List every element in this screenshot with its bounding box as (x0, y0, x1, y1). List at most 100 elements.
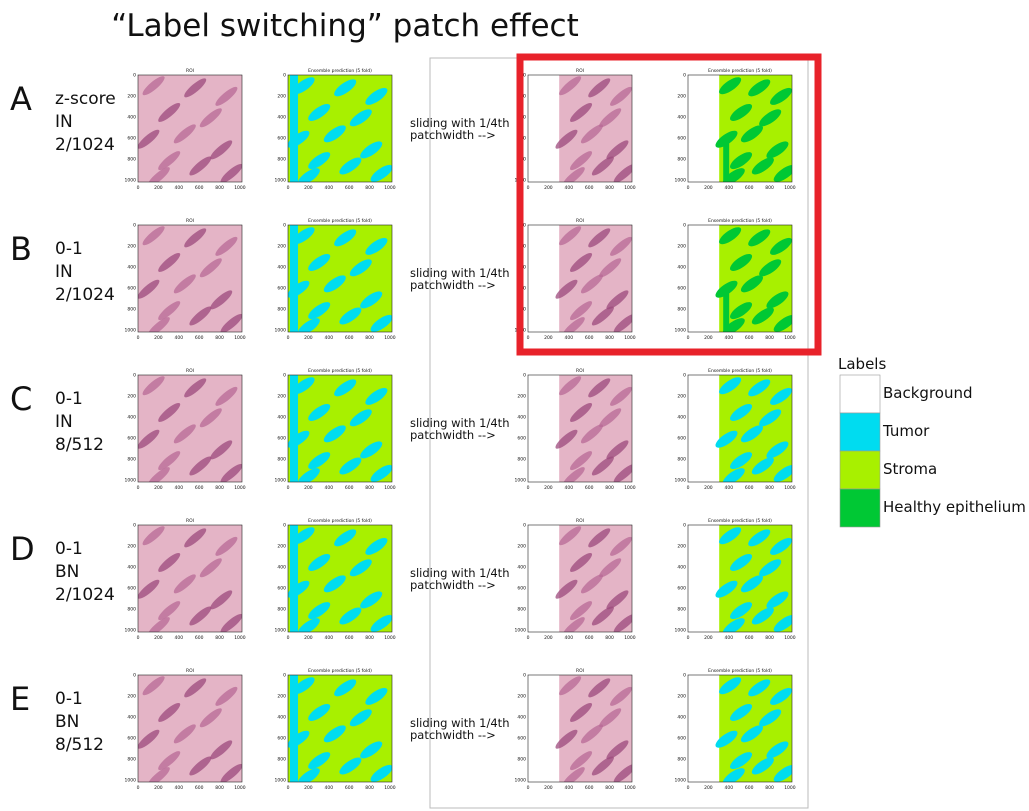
y-tick-label: 0 (523, 673, 526, 679)
x-tick-label: 400 (564, 785, 573, 791)
x-tick-label: 200 (304, 485, 313, 491)
prediction-panel: Ensemble prediction (5 fold)002002004004… (275, 668, 396, 791)
x-tick-label: 1000 (784, 185, 796, 191)
panel-title: ROI (186, 368, 194, 374)
panel-title: ROI (186, 518, 194, 524)
panel-title: Ensemble prediction (5 fold) (708, 668, 772, 674)
x-tick-label: 0 (687, 485, 690, 491)
panel-title: Ensemble prediction (5 fold) (308, 68, 372, 74)
row-config: 0-1 (55, 539, 83, 559)
legend-swatch (840, 451, 880, 489)
x-tick-label: 400 (724, 485, 733, 491)
x-tick-label: 0 (527, 185, 530, 191)
y-tick-label: 200 (677, 693, 686, 699)
y-tick-label: 800 (127, 756, 136, 762)
x-tick-label: 800 (365, 485, 374, 491)
row-config: 2/1024 (55, 285, 115, 305)
y-tick-label: 0 (683, 223, 686, 229)
x-tick-label: 1000 (384, 185, 396, 191)
x-tick-label: 200 (304, 635, 313, 641)
y-tick-label: 400 (277, 264, 286, 270)
x-tick-label: 800 (605, 185, 614, 191)
x-tick-label: 0 (527, 785, 530, 791)
image (553, 74, 638, 189)
image (135, 224, 245, 339)
x-tick-label: 200 (154, 635, 163, 641)
y-tick-label: 800 (277, 456, 286, 462)
y-tick-label: 800 (277, 756, 286, 762)
y-tick-label: 800 (677, 306, 686, 312)
roi-panel: ROI0020020040040060060080080010001000 (125, 218, 246, 341)
x-tick-label: 600 (345, 785, 354, 791)
x-tick-label: 1000 (234, 335, 246, 341)
x-tick-label: 200 (304, 185, 313, 191)
image (135, 674, 245, 789)
x-tick-label: 600 (745, 335, 754, 341)
y-tick-label: 800 (277, 606, 286, 612)
row-caption: patchwidth --> (410, 128, 496, 142)
y-tick-label: 800 (277, 306, 286, 312)
x-tick-label: 400 (724, 185, 733, 191)
y-tick-label: 1000 (275, 327, 287, 333)
y-tick-label: 200 (677, 543, 686, 549)
y-tick-label: 600 (677, 285, 686, 291)
roi-panel: ROI0020020040040060060080080010001000 (515, 68, 638, 191)
legend-label: Healthy epithelium (883, 498, 1026, 516)
legend-label: Stroma (883, 460, 937, 478)
y-tick-label: 400 (127, 714, 136, 720)
x-tick-label: 600 (195, 785, 204, 791)
y-tick-label: 600 (127, 735, 136, 741)
x-tick-label: 200 (704, 785, 713, 791)
y-tick-label: 1000 (515, 477, 527, 483)
y-tick-label: 200 (127, 93, 136, 99)
x-tick-label: 600 (745, 635, 754, 641)
x-tick-label: 800 (765, 185, 774, 191)
x-tick-label: 600 (745, 185, 754, 191)
legend-label: Tumor (882, 422, 930, 440)
roi-panel: ROI0020020040040060060080080010001000 (125, 68, 246, 191)
legend-swatch (840, 375, 880, 413)
y-tick-label: 800 (677, 756, 686, 762)
x-tick-label: 1000 (624, 785, 636, 791)
x-tick-label: 800 (765, 335, 774, 341)
x-tick-label: 800 (605, 635, 614, 641)
x-tick-label: 0 (137, 635, 140, 641)
x-tick-label: 800 (765, 635, 774, 641)
row-caption: patchwidth --> (410, 278, 496, 292)
x-tick-label: 1000 (784, 785, 796, 791)
y-tick-label: 0 (523, 73, 526, 79)
x-tick-label: 200 (704, 485, 713, 491)
prediction-panel: Ensemble prediction (5 fold)002002004004… (275, 218, 396, 341)
y-tick-label: 1000 (275, 177, 287, 183)
image (713, 224, 798, 338)
panel-title: ROI (186, 68, 194, 74)
row-config: 8/512 (55, 735, 104, 755)
prediction-panel: Ensemble prediction (5 fold)002002004004… (675, 68, 799, 191)
y-tick-label: 0 (683, 523, 686, 529)
x-tick-label: 400 (564, 635, 573, 641)
x-tick-label: 1000 (234, 185, 246, 191)
x-tick-label: 400 (174, 785, 183, 791)
y-tick-label: 200 (127, 693, 136, 699)
y-tick-label: 400 (277, 414, 286, 420)
x-tick-label: 800 (215, 185, 224, 191)
x-tick-label: 800 (365, 335, 374, 341)
y-tick-label: 800 (127, 456, 136, 462)
y-tick-label: 1000 (675, 477, 687, 483)
x-tick-label: 1000 (384, 335, 396, 341)
panel-title: Ensemble prediction (5 fold) (708, 518, 772, 524)
y-tick-label: 1000 (515, 627, 527, 633)
x-tick-label: 800 (215, 785, 224, 791)
row-letter: E (10, 680, 30, 718)
x-tick-label: 200 (704, 335, 713, 341)
y-tick-label: 600 (517, 435, 526, 441)
row-config: BN (55, 562, 79, 582)
figure: “Label switching” patch effect Az-scoreI… (0, 0, 1029, 811)
y-tick-label: 0 (283, 73, 286, 79)
panel-title: Ensemble prediction (5 fold) (708, 368, 772, 374)
row-config: 0-1 (55, 239, 83, 259)
prediction-panel: Ensemble prediction (5 fold)002002004004… (675, 368, 799, 491)
x-tick-label: 1000 (624, 635, 636, 641)
image (285, 74, 395, 188)
y-tick-label: 0 (283, 673, 286, 679)
